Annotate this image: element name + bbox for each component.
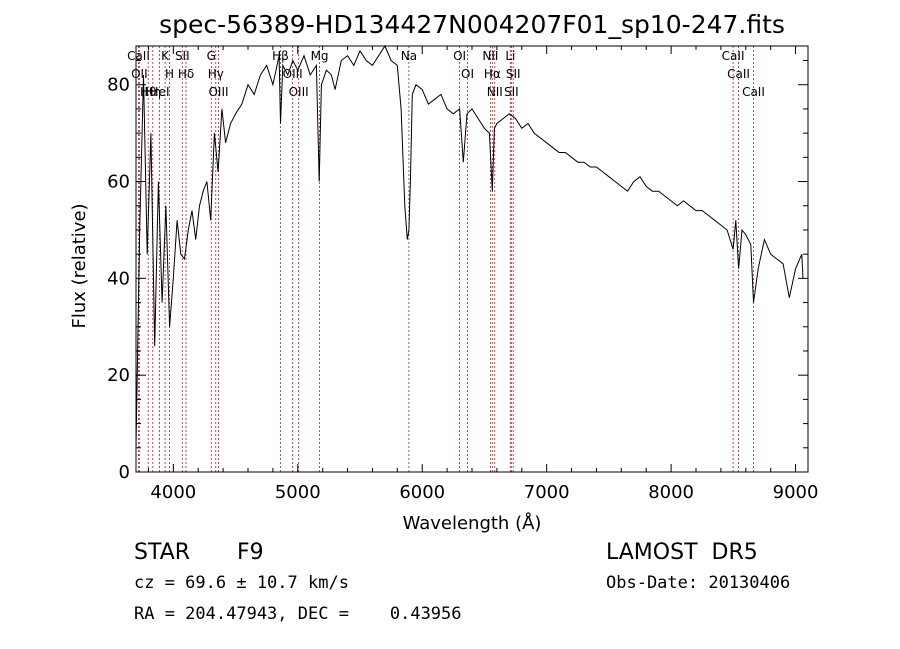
line-label-21: NII — [487, 85, 503, 99]
line-label-6: H — [165, 67, 174, 81]
line-label-9: G — [207, 49, 216, 63]
line-label-7: SII — [175, 49, 190, 63]
y-axis-ticks: 0 20 40 60 80 — [107, 60, 808, 483]
coordinates: RA = 204.47943, DEC = 0.43956 — [134, 604, 462, 624]
line-label-20: Hα — [484, 67, 501, 81]
object-class: STAR — [134, 540, 191, 565]
line-label-26: CaII — [727, 67, 750, 81]
chart-title: spec-56389-HD134427N004207F01_sp10-247.f… — [159, 10, 785, 39]
y-axis-label: Flux (relative) — [69, 203, 90, 328]
survey-name: LAMOST DR5 — [606, 540, 758, 565]
line-label-1: OII — [131, 67, 148, 81]
line-label-0: CaII — [127, 49, 150, 63]
line-label-16: Na — [401, 49, 417, 63]
line-label-15: Mg — [311, 49, 329, 63]
y-tick-label-3: 60 — [107, 172, 130, 193]
line-label-27: CaII — [742, 85, 765, 99]
y-tick-label-2: 40 — [107, 268, 130, 289]
x-tick-label-3: 7000 — [524, 482, 570, 503]
x-axis-ticks: 4000 5000 6000 7000 8000 9000 — [147, 46, 819, 503]
line-label-5: K — [161, 49, 170, 63]
line-label-18: OI — [461, 67, 474, 81]
line-label-10: Hγ — [208, 67, 224, 81]
spectral-line-labels: CaIIOIIHθHηHeIKHSIIHδGHγOIIIHβOIIIOIIIMg… — [127, 49, 765, 99]
line-label-3: Hη — [144, 85, 161, 99]
x-tick-label-5: 9000 — [773, 482, 819, 503]
line-label-4: HeI — [150, 85, 170, 99]
line-label-24: SII — [506, 67, 521, 81]
plot-frame — [135, 45, 809, 473]
object-subclass: F9 — [237, 540, 264, 565]
spectral-line-markers — [138, 46, 754, 472]
line-label-14: OIII — [289, 85, 309, 99]
y-tick-label-0: 0 — [119, 462, 130, 483]
observation-date: Obs-Date: 20130406 — [606, 573, 791, 593]
y-tick-label-4: 80 — [107, 75, 130, 96]
line-label-19: NII — [482, 49, 498, 63]
y-tick-label-1: 20 — [107, 365, 130, 386]
redshift-cz: cz = 69.6 ± 10.7 km/s — [134, 573, 349, 593]
line-label-13: OIII — [283, 67, 303, 81]
line-label-23: SII — [504, 85, 519, 99]
line-label-11: OIII — [208, 85, 228, 99]
x-tick-label-2: 6000 — [399, 482, 445, 503]
line-label-25: CaII — [722, 49, 745, 63]
line-label-22: Li — [505, 49, 515, 63]
line-label-12: Hβ — [272, 49, 289, 63]
x-tick-label-0: 4000 — [150, 482, 196, 503]
x-tick-label-4: 8000 — [648, 482, 694, 503]
spectrum-line — [135, 44, 804, 448]
x-axis-label: Wavelength (Å) — [403, 512, 542, 534]
line-label-17: OI — [453, 49, 466, 63]
line-label-8: Hδ — [178, 67, 194, 81]
x-tick-label-1: 5000 — [275, 482, 321, 503]
